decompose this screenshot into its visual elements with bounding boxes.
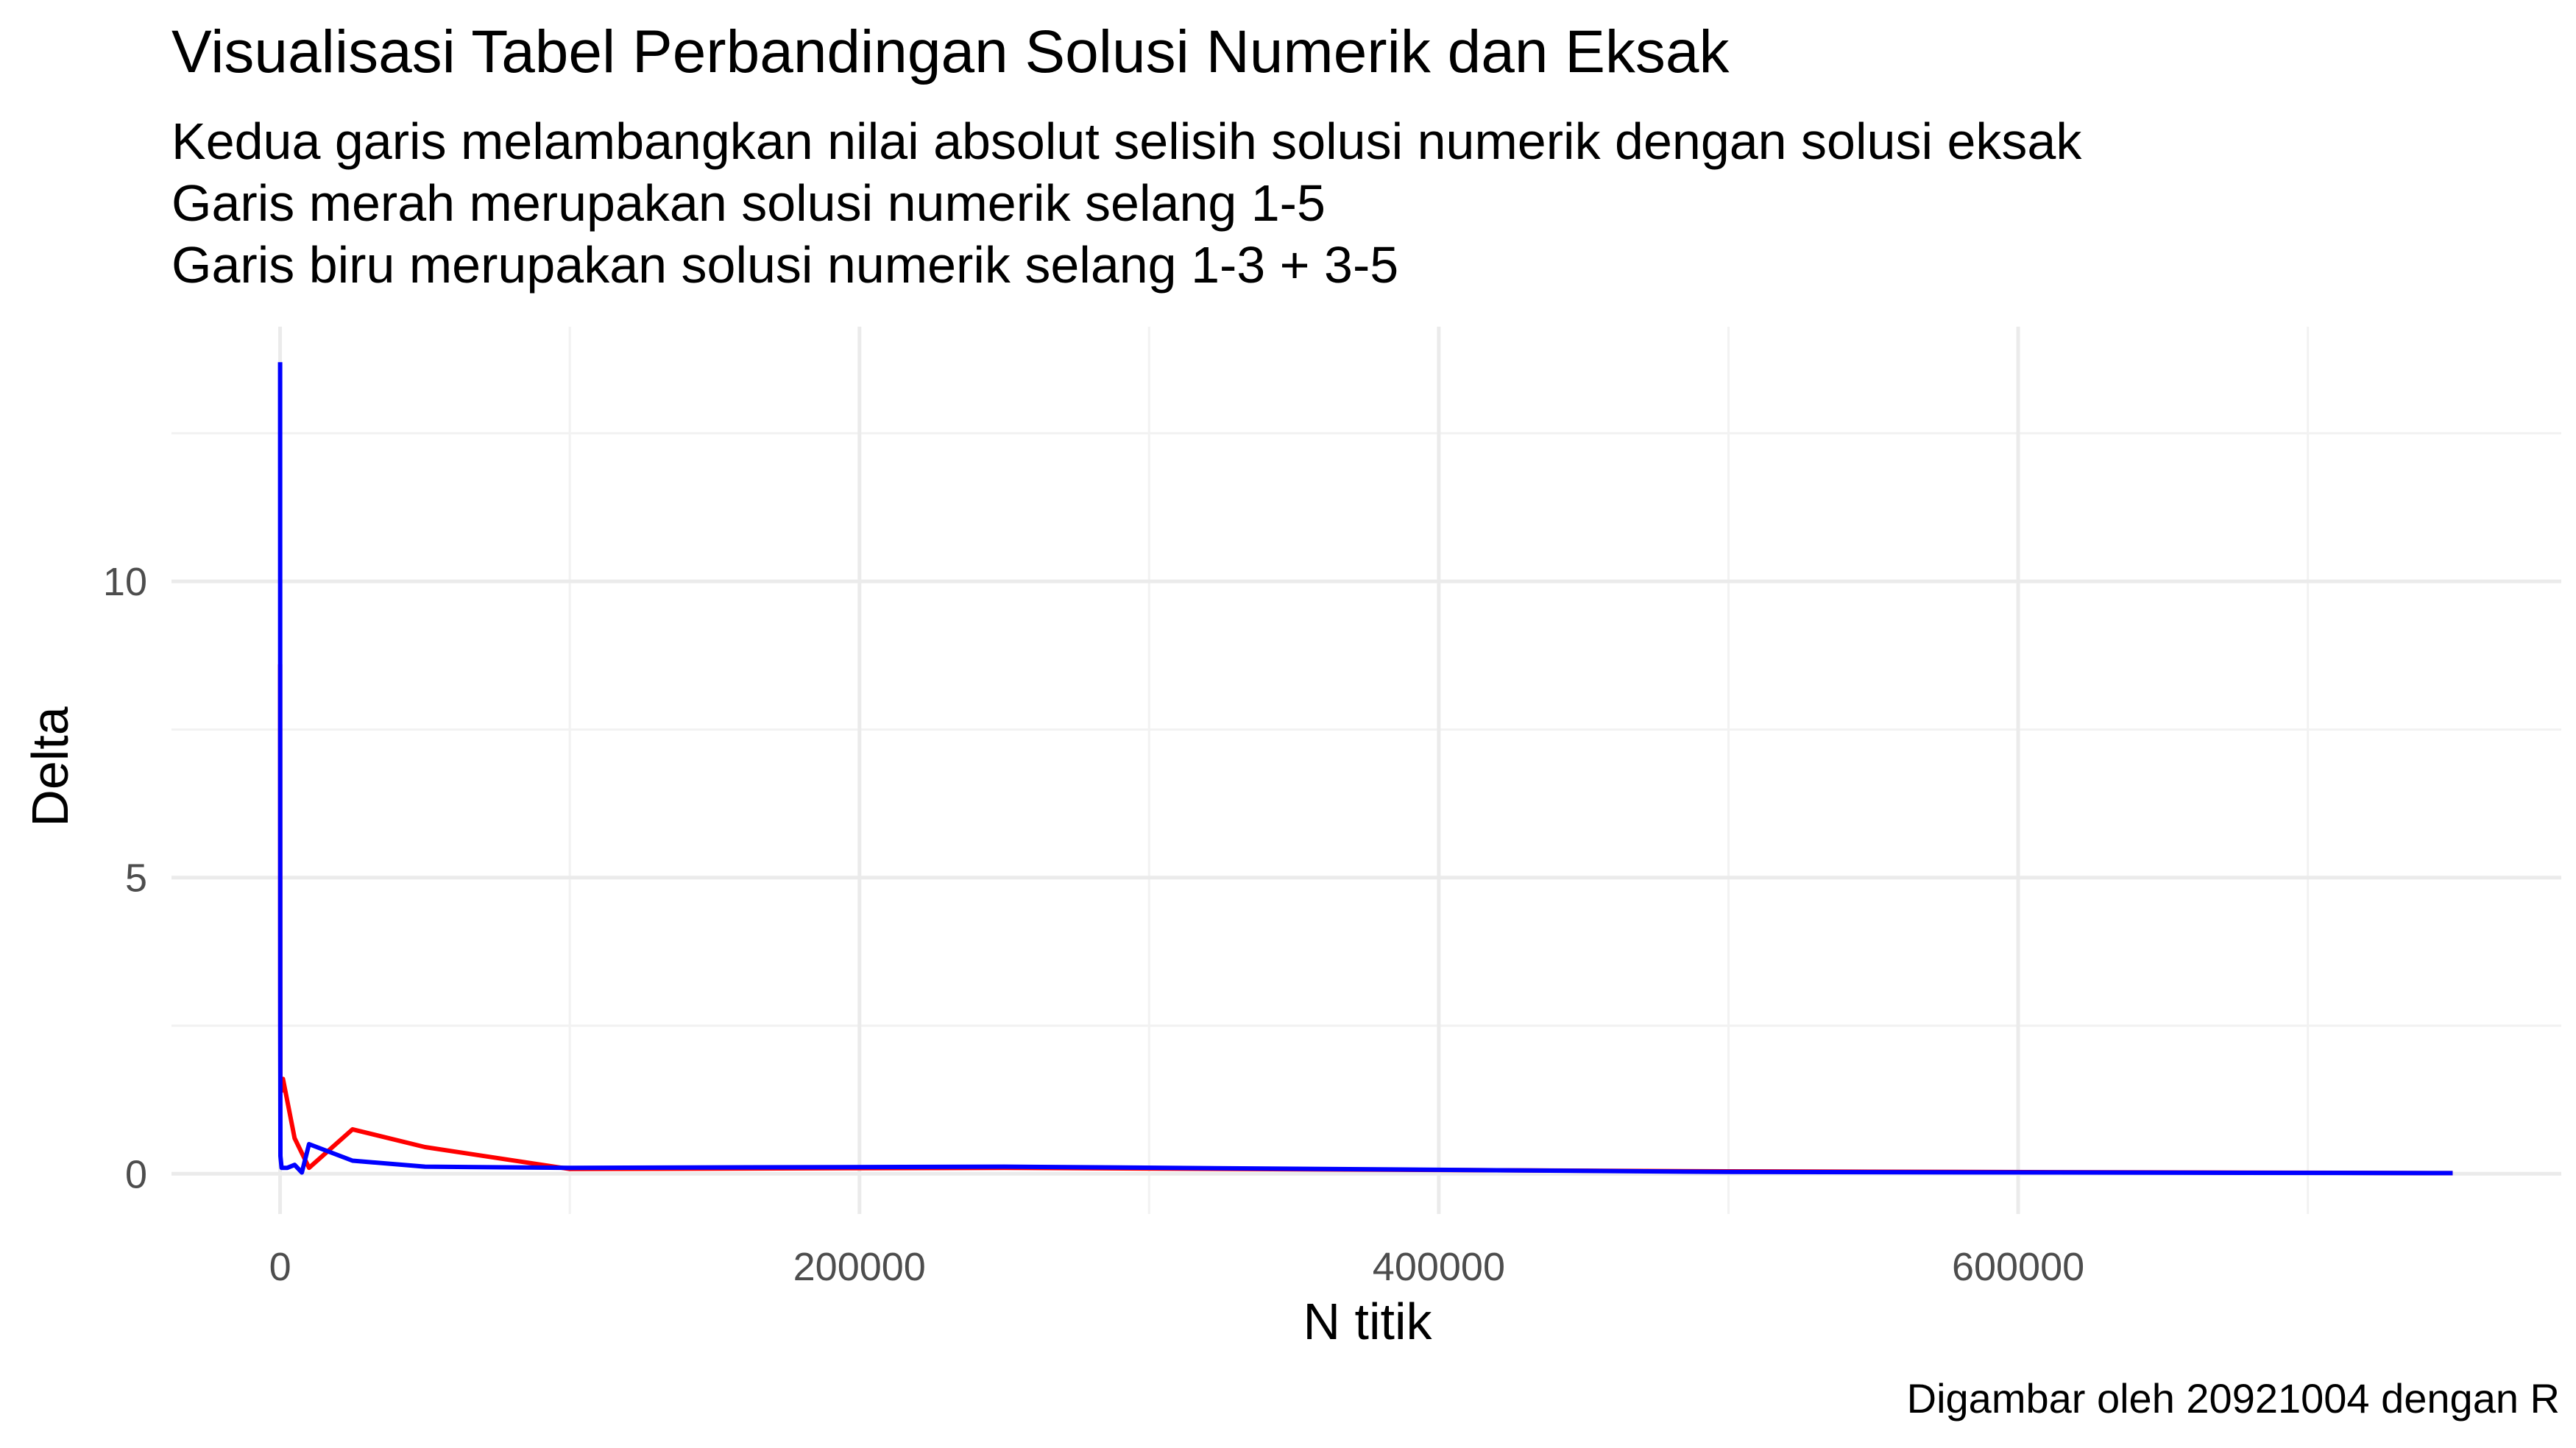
- series-line-red: [277, 664, 2453, 1176]
- y-tick-label: 10: [103, 560, 147, 604]
- y-tick-label: 5: [125, 856, 147, 901]
- chart-title: Visualisasi Tabel Perbandingan Solusi Nu…: [171, 18, 1730, 85]
- x-tick-label: 400000: [1373, 1245, 1505, 1289]
- subtitle-line-3: Garis biru merupakan solusi numerik sela…: [171, 236, 1399, 294]
- chart-subtitle: Kedua garis melambangkan nilai absolut s…: [171, 110, 2081, 296]
- chart-caption: Digambar oleh 20921004 dengan R: [1906, 1375, 2560, 1422]
- grid: [171, 327, 2561, 1214]
- y-axis-title: Delta: [21, 706, 79, 826]
- x-tick-label: 200000: [793, 1245, 926, 1289]
- series-lines: [277, 362, 2453, 1176]
- y-tick-label: 0: [125, 1152, 147, 1196]
- x-tick-label: 0: [269, 1245, 291, 1289]
- x-tick-label: 600000: [1952, 1245, 2084, 1289]
- subtitle-line-1: Kedua garis melambangkan nilai absolut s…: [171, 113, 2082, 170]
- series-line-blue: [277, 362, 2453, 1176]
- subtitle-line-2: Garis merah merupakan solusi numerik sel…: [171, 174, 1326, 232]
- x-axis-title: N titik: [1303, 1293, 1433, 1350]
- axis-ticks: 0 200000 400000 600000 0 5 10: [103, 560, 2084, 1289]
